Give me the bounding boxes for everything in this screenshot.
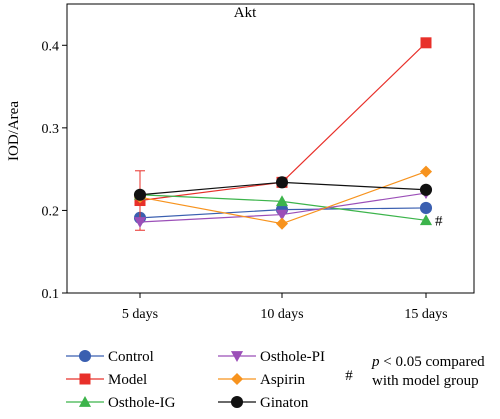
legend-marker (230, 351, 244, 363)
point-osthole-pi (275, 209, 289, 221)
x-tick-label: 5 days (122, 307, 158, 322)
footnote-italic-p: p (371, 354, 380, 370)
legend-item-ginaton: Ginaton (218, 395, 309, 411)
y-tick-label: 0.4 (42, 39, 60, 54)
point-ginaton (133, 188, 147, 201)
point-osthole-ig (275, 195, 289, 207)
point-ginaton (419, 183, 433, 196)
y-tick-label: 0.2 (42, 204, 60, 219)
annotation-layer: # (435, 213, 443, 229)
legend-label: Osthole-IG (108, 395, 176, 411)
chart-title: Akt (234, 5, 257, 21)
legend-item-aspirin: Aspirin (218, 372, 306, 388)
footnote: # p < 0.05 compared with model group (345, 354, 485, 389)
x-tick-label: 10 days (260, 307, 303, 322)
legend-label: Model (108, 372, 147, 388)
footnote-line2: with model group (372, 373, 479, 389)
legend-marker (230, 372, 244, 386)
x-tick-label: 15 days (404, 307, 447, 322)
point-osthole-ig (419, 214, 433, 226)
legend-label: Aspirin (260, 372, 306, 388)
legend-label: Osthole-PI (260, 349, 325, 365)
footnote-symbol: # (345, 368, 353, 384)
legend-marker (78, 395, 92, 407)
plot-frame (66, 3, 475, 294)
series-layer (133, 37, 433, 231)
point-model (420, 37, 432, 49)
legend-label: Control (108, 349, 154, 365)
footnote-line1: p < 0.05 compared (371, 354, 485, 370)
footnote-line1-rest: < 0.05 compared (380, 354, 486, 370)
point-aspirin (419, 165, 433, 178)
point-aspirin (275, 217, 289, 230)
y-axis-title: IOD/Area (6, 101, 22, 161)
point-control (419, 201, 433, 215)
series-ginaton (133, 176, 433, 201)
y-tick-label: 0.3 (42, 122, 60, 137)
legend-marker (230, 395, 244, 409)
legend-item-osthole-ig: Osthole-IG (66, 395, 176, 411)
point-ginaton (275, 176, 289, 189)
legend-marker (78, 349, 92, 363)
legend-label: Ginaton (260, 395, 309, 411)
legend-item-model: Model (66, 372, 147, 388)
significance-marker: # (435, 213, 443, 229)
legend-item-control: Control (66, 349, 154, 365)
legend-item-osthole-pi: Osthole-PI (218, 349, 325, 365)
axes: 0.1 0.2 0.3 0.4 5 days 10 days 15 days (42, 3, 475, 322)
point-osthole-pi (133, 217, 147, 229)
legend-marker (79, 373, 91, 385)
legend: Control Model Osthole-IG Osthole-PI Aspirin G… (66, 349, 325, 411)
y-tick-label: 0.1 (42, 287, 60, 302)
